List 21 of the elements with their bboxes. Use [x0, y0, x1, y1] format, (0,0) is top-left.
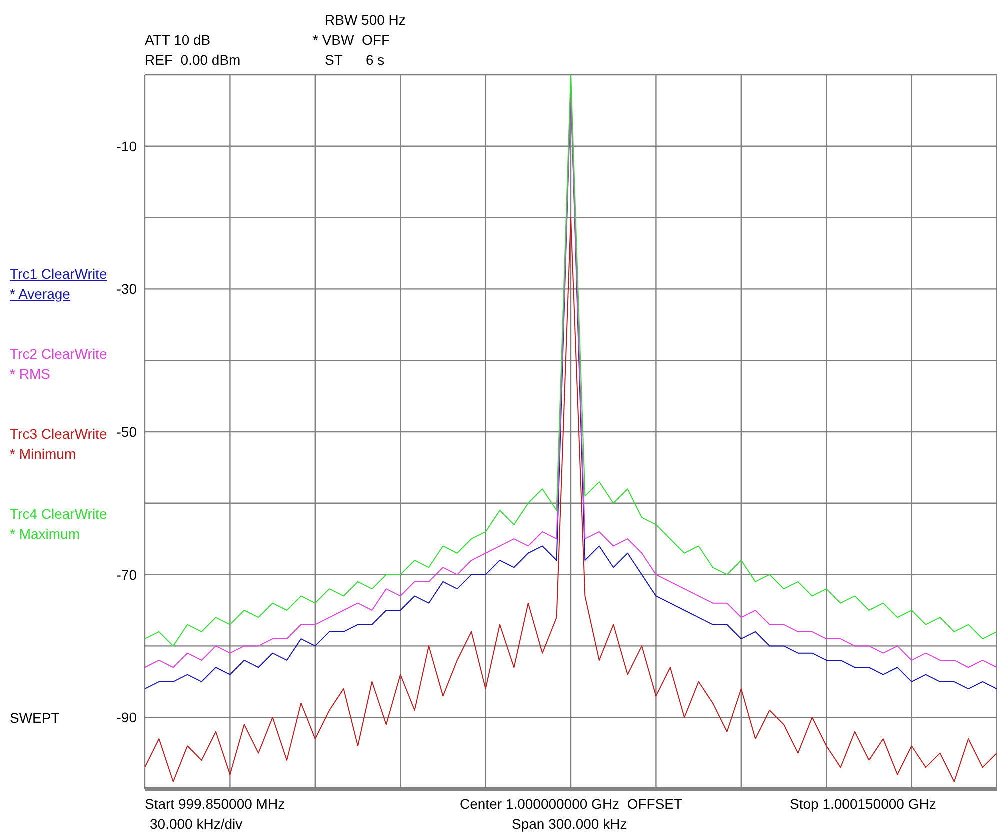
- text: 30.000 kHz/div: [150, 816, 243, 832]
- y-tick-label: -10: [116, 138, 138, 154]
- line-series: [145, 217, 997, 782]
- text: * VBW OFF: [313, 32, 390, 48]
- y-tick-label: -70: [116, 566, 138, 583]
- text: Trc3 ClearWrite * Minimum: [10, 425, 108, 464]
- text: Trc2 ClearWrite * RMS: [10, 345, 108, 384]
- text: SWEPT: [10, 710, 60, 726]
- y-tick-label: -90: [116, 710, 138, 726]
- text: ST 6 s: [325, 52, 385, 68]
- text: Start 999.850000 MHz: [145, 796, 286, 812]
- text: Trc4 ClearWrite * Maximum: [10, 505, 108, 544]
- text: RBW 500 Hz: [325, 12, 406, 28]
- text: Stop 1.000150000 GHz: [790, 796, 936, 812]
- y-tick-label: -50: [116, 424, 138, 440]
- text: Trc1 ClearWrite * Average: [10, 265, 108, 304]
- text: Span 300.000 kHz: [512, 816, 628, 832]
- text: REF 0.00 dBm: [145, 52, 241, 68]
- text: Center 1.000000000 GHz OFFSET: [460, 796, 683, 812]
- text: ATT 10 dB: [145, 32, 211, 48]
- y-tick-label: -30: [116, 281, 138, 298]
